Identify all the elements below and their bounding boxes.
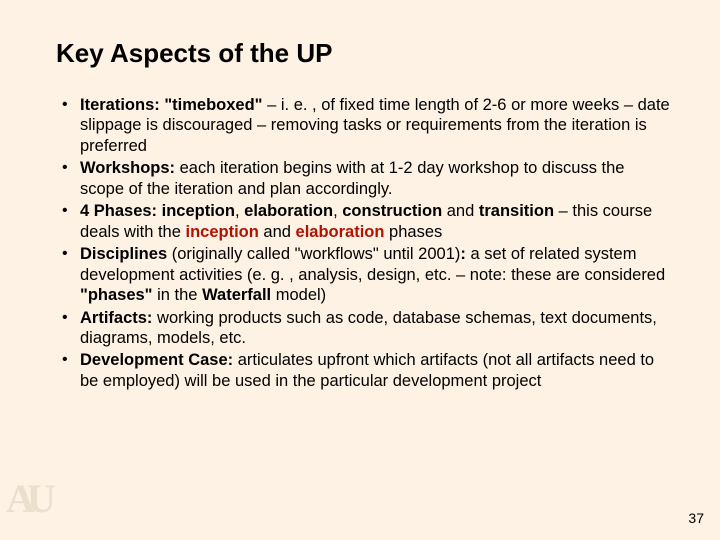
- watermark-logo: AU: [6, 475, 48, 522]
- bullet-disciplines: Disciplines (originally called "workflow…: [58, 244, 672, 305]
- bullet-text: (originally called "workflows" until 200…: [167, 245, 460, 263]
- slide-title: Key Aspects of the UP: [56, 38, 672, 69]
- bullet-lead: Disciplines: [80, 245, 167, 263]
- bullet-lead: Artifacts:: [80, 309, 152, 327]
- bullet-text: phases: [384, 223, 442, 241]
- phases-quote: "phases": [80, 286, 153, 304]
- bullet-list: Iterations: "timeboxed" – i. e. , of fix…: [58, 95, 672, 391]
- bullet-text: model): [271, 286, 326, 304]
- sep: and: [442, 202, 479, 220]
- phase-construction: construction: [342, 202, 442, 220]
- bullet-artifacts: Artifacts: working products such as code…: [58, 308, 672, 349]
- phase-inception-highlight: inception: [185, 223, 258, 241]
- bullet-text: working products such as code, database …: [80, 309, 657, 347]
- bullet-workshops: Workshops: each iteration begins with at…: [58, 158, 672, 199]
- bullet-lead: 4 Phases:: [80, 202, 157, 220]
- phase-inception: inception: [157, 202, 235, 220]
- phase-elaboration-highlight: elaboration: [296, 223, 385, 241]
- bullet-lead: Iterations: "timeboxed": [80, 96, 263, 114]
- bullet-text: in the: [153, 286, 203, 304]
- sep: ,: [333, 202, 342, 220]
- page-number: 37: [688, 510, 704, 526]
- bullet-lead: Workshops:: [80, 159, 175, 177]
- bullet-phases: 4 Phases: inception, elaboration, constr…: [58, 201, 672, 242]
- bullet-iterations: Iterations: "timeboxed" – i. e. , of fix…: [58, 95, 672, 156]
- sep: and: [259, 223, 296, 241]
- phase-transition: transition: [479, 202, 554, 220]
- bullet-development-case: Development Case: articulates upfront wh…: [58, 350, 672, 391]
- waterfall-label: Waterfall: [202, 286, 271, 304]
- sep: ,: [235, 202, 244, 220]
- phase-elaboration: elaboration: [244, 202, 333, 220]
- bullet-lead: Development Case:: [80, 351, 233, 369]
